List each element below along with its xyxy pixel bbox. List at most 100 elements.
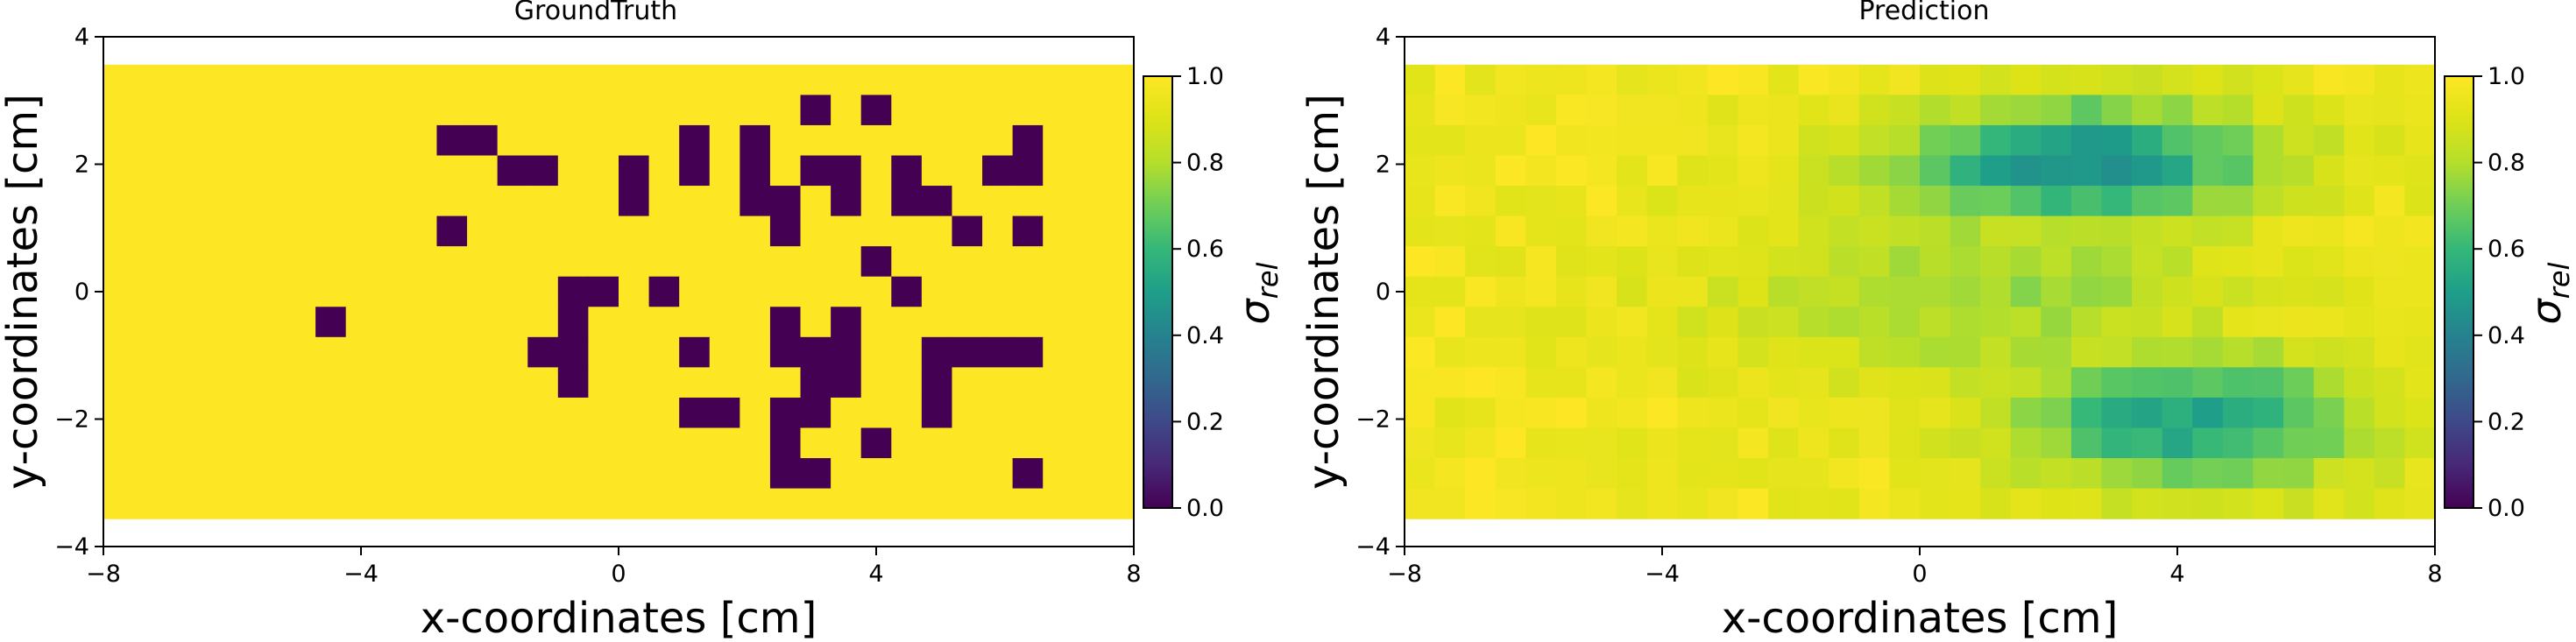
heatmap-cell	[254, 488, 287, 519]
heatmap-cell	[2192, 336, 2224, 368]
heatmap-cell	[2162, 246, 2193, 278]
heatmap-cell	[740, 95, 771, 126]
heatmap-cell	[921, 488, 953, 519]
heatmap-cell	[2253, 215, 2284, 247]
heatmap-cell	[224, 336, 256, 368]
heatmap-cell	[1103, 488, 1135, 519]
heatmap-cell	[1798, 336, 1829, 368]
heatmap-cell	[1586, 336, 1617, 368]
colorbar-label: σrel	[2523, 262, 2576, 324]
heatmap-cell	[1012, 246, 1044, 278]
heatmap-cell	[2222, 276, 2254, 307]
heatmap-cell	[376, 458, 407, 490]
heatmap-cell	[2132, 307, 2163, 338]
heatmap-cell	[133, 367, 165, 399]
heatmap-cell	[2101, 155, 2133, 187]
heatmap-cell	[103, 276, 135, 307]
heatmap-cell	[2404, 307, 2436, 338]
heatmap-cell	[648, 215, 680, 247]
heatmap-cell	[2404, 276, 2436, 307]
heatmap-cell	[1798, 246, 1829, 278]
heatmap-cell	[1405, 215, 1436, 247]
heatmap-cell	[1768, 367, 1800, 399]
heatmap-cell	[557, 215, 590, 247]
heatmap-cell	[1405, 276, 1436, 307]
heatmap-cell	[588, 95, 619, 126]
heatmap-cell	[1525, 276, 1557, 307]
heatmap-cell	[224, 397, 256, 429]
heatmap-cell	[436, 186, 468, 217]
heatmap-cell	[1950, 458, 1981, 490]
heatmap-cell	[648, 246, 680, 278]
heatmap-cell	[2101, 215, 2133, 247]
heatmap-cell	[2101, 488, 2133, 519]
heatmap-cell	[406, 397, 438, 429]
heatmap-cell	[2283, 488, 2315, 519]
heatmap-cell	[1617, 397, 1648, 429]
heatmap-cell	[1465, 488, 1497, 519]
heatmap-cell	[1525, 155, 1557, 187]
heatmap-cell	[2041, 64, 2072, 95]
heatmap-cell	[769, 124, 802, 157]
heatmap-cell	[619, 367, 650, 399]
heatmap-cell	[1829, 488, 1860, 519]
heatmap-cell	[1103, 458, 1135, 490]
heatmap-cell	[1980, 64, 2012, 95]
y-tick-label: 4	[1376, 24, 1391, 51]
heatmap-cell	[345, 246, 377, 278]
heatmap-cell	[1798, 95, 1829, 126]
heatmap-cell	[2374, 276, 2406, 307]
heatmap-cell	[2132, 367, 2163, 399]
heatmap-cell	[1103, 276, 1135, 307]
heatmap-cell	[224, 186, 256, 217]
heatmap-cell	[436, 307, 468, 338]
heatmap-cell	[1434, 64, 1466, 95]
heatmap-cell	[1829, 427, 1860, 459]
heatmap-cell	[1103, 246, 1135, 278]
heatmap-cell	[1465, 276, 1497, 307]
heatmap-cell	[982, 215, 1014, 247]
heatmap-cell	[2344, 124, 2375, 157]
heatmap-cell	[194, 397, 225, 429]
colorbar-tick-label: 1.0	[2488, 63, 2525, 90]
heatmap-cell	[1980, 155, 2012, 187]
heatmap-cell	[679, 155, 711, 187]
heatmap-cell	[376, 124, 407, 157]
heatmap-cell	[406, 186, 438, 217]
heatmap-cell	[1586, 427, 1617, 459]
heatmap-cell	[769, 367, 802, 399]
heatmap-cell	[194, 427, 225, 459]
heatmap-cell	[982, 488, 1014, 519]
heatmap-cell	[2283, 458, 2315, 490]
heatmap-cell	[1707, 155, 1739, 187]
heatmap-cell	[1495, 246, 1526, 278]
heatmap-cell	[1434, 367, 1466, 399]
heatmap-cell	[921, 427, 953, 459]
heatmap-cell	[1677, 155, 1709, 187]
heatmap-cell	[164, 458, 195, 490]
heatmap-cell	[2253, 186, 2284, 217]
heatmap-cell	[1043, 488, 1074, 519]
heatmap-cell	[1829, 155, 1860, 187]
heatmap-cell	[860, 458, 892, 490]
heatmap-cell	[1586, 124, 1617, 157]
heatmap-cell	[194, 246, 225, 278]
heatmap-cell	[1405, 336, 1436, 368]
heatmap-cell	[588, 246, 619, 278]
heatmap-cell	[1737, 95, 1769, 126]
heatmap-cell	[2222, 397, 2254, 429]
heatmap-cell	[315, 367, 347, 399]
heatmap-cell	[1495, 64, 1526, 95]
heatmap-cell	[1525, 397, 1557, 429]
heatmap-cell	[2010, 124, 2042, 157]
heatmap-cell	[2101, 186, 2133, 217]
heatmap-cell	[1072, 367, 1105, 399]
heatmap-cell	[1072, 427, 1105, 459]
heatmap-cell	[315, 397, 347, 429]
heatmap-cell	[467, 397, 499, 429]
heatmap-cell	[1707, 276, 1739, 307]
heatmap-cell	[2374, 427, 2406, 459]
heatmap-cell	[2283, 336, 2315, 368]
heatmap-cell	[285, 336, 316, 368]
heatmap-cell	[2070, 124, 2103, 157]
